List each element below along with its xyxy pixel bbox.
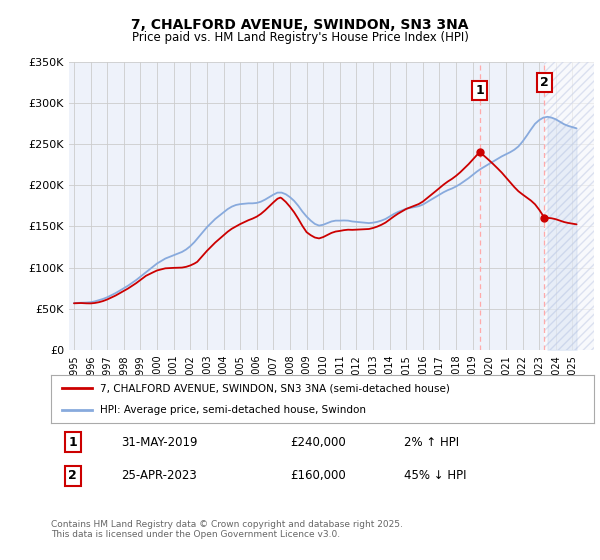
Text: HPI: Average price, semi-detached house, Swindon: HPI: Average price, semi-detached house,… [100, 405, 366, 415]
Text: 7, CHALFORD AVENUE, SWINDON, SN3 3NA (semi-detached house): 7, CHALFORD AVENUE, SWINDON, SN3 3NA (se… [100, 383, 450, 393]
Text: 2: 2 [68, 469, 77, 482]
Text: 25-APR-2023: 25-APR-2023 [122, 469, 197, 482]
Text: 2% ↑ HPI: 2% ↑ HPI [404, 436, 459, 449]
Text: 1: 1 [475, 84, 484, 97]
Text: £160,000: £160,000 [290, 469, 346, 482]
Text: 7, CHALFORD AVENUE, SWINDON, SN3 3NA: 7, CHALFORD AVENUE, SWINDON, SN3 3NA [131, 18, 469, 32]
Text: 1: 1 [68, 436, 77, 449]
Text: £240,000: £240,000 [290, 436, 346, 449]
Text: 31-MAY-2019: 31-MAY-2019 [122, 436, 198, 449]
Text: 2: 2 [540, 76, 549, 88]
Polygon shape [544, 62, 594, 350]
Text: Contains HM Land Registry data © Crown copyright and database right 2025.
This d: Contains HM Land Registry data © Crown c… [51, 520, 403, 539]
Text: Price paid vs. HM Land Registry's House Price Index (HPI): Price paid vs. HM Land Registry's House … [131, 31, 469, 44]
Text: 45% ↓ HPI: 45% ↓ HPI [404, 469, 466, 482]
